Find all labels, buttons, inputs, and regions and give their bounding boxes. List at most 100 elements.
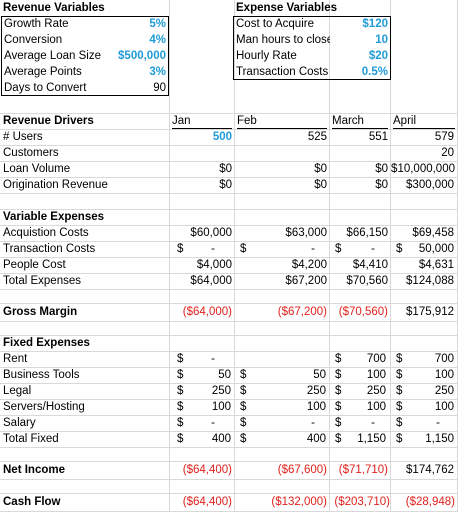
row-label-business-tools[interactable]: Business Tools [3,369,80,381]
month-header-jan[interactable]: Jan [172,113,232,129]
cell-total-expenses-feb[interactable]: $67,200 [285,275,327,287]
expense-var-value[interactable]: $20 [368,50,388,62]
cell-acquisition-costs-mar[interactable]: $66,150 [346,227,388,239]
cell-salary-mar[interactable]: - [371,417,375,429]
cell-total-fixed-jan[interactable]: 400 [211,433,231,445]
cell-servers-hosting-apr[interactable]: 100 [434,401,454,413]
cell-gross-margin-jan[interactable]: ($64,000) [182,306,232,318]
row-label-total-expenses[interactable]: Total Expenses [3,275,81,287]
gross-margin-label[interactable]: Gross Margin [3,306,78,318]
row-label-transaction-costs[interactable]: Transaction Costs [3,243,96,255]
cell-legal-apr[interactable]: 250 [434,385,454,397]
revenue-var-value[interactable]: $500,000 [118,50,166,62]
cell-users-mar[interactable]: 551 [368,131,388,143]
row-label-salary[interactable]: Salary [3,417,36,429]
cell-legal-jan[interactable]: 250 [211,385,231,397]
cell-transaction-costs-feb[interactable]: - [311,243,315,255]
cell-business-tools-feb[interactable]: 50 [313,369,326,381]
row-label-origination-revenue[interactable]: Origination Revenue [3,179,108,191]
cell-origination-revenue-mar[interactable]: $0 [375,179,388,191]
cell-transaction-costs-mar[interactable]: - [371,243,375,255]
cell-gross-margin-feb[interactable]: ($67,200) [277,306,327,318]
cell-rent-apr[interactable]: 700 [434,353,454,365]
cell-people-cost-jan[interactable]: $4,000 [196,259,232,271]
revenue-var-value[interactable]: 4% [149,34,166,46]
cell-salary-jan[interactable]: - [211,417,215,429]
row-label-acquisition-costs[interactable]: Acquistion Costs [3,227,89,239]
row-label-rent[interactable]: Rent [3,353,28,365]
row-label-servers-hosting[interactable]: Servers/Hosting [3,401,85,413]
cell-total-fixed-feb[interactable]: 400 [306,433,326,445]
expense-var-label[interactable]: Hourly Rate [236,50,297,62]
row-label-people-cost[interactable]: People Cost [3,259,66,271]
cell-people-cost-apr[interactable]: $4,631 [418,259,454,271]
cell-servers-hosting-jan[interactable]: 100 [211,401,231,413]
cell-people-cost-feb[interactable]: $4,200 [291,259,327,271]
cell-loan-volume-feb[interactable]: $0 [314,163,327,175]
cell-customers-apr[interactable]: 20 [441,147,454,159]
cell-users-jan[interactable]: 500 [212,131,232,143]
cell-total-fixed-apr[interactable]: 1,150 [425,433,454,445]
cell-net-income-apr[interactable]: $174,762 [406,464,454,476]
cell-salary-apr[interactable]: - [436,417,440,429]
row-label-legal[interactable]: Legal [3,385,32,397]
cell-origination-revenue-jan[interactable]: $0 [219,179,232,191]
cell-legal-mar[interactable]: 250 [366,385,386,397]
cell-cash-flow-mar[interactable]: ($203,710) [334,496,390,508]
cell-people-cost-mar[interactable]: $4,410 [352,259,388,271]
cash-flow-label[interactable]: Cash Flow [3,496,61,508]
cell-gross-margin-apr[interactable]: $175,912 [406,306,454,318]
cell-net-income-feb[interactable]: ($67,600) [277,464,327,476]
month-header-april[interactable]: April [393,113,455,129]
cell-total-expenses-mar[interactable]: $70,560 [346,275,388,287]
cell-total-expenses-jan[interactable]: $64,000 [190,275,232,287]
cell-rent-mar[interactable]: 700 [366,353,386,365]
cell-acquisition-costs-feb[interactable]: $63,000 [285,227,327,239]
cell-cash-flow-jan[interactable]: ($64,400) [182,496,232,508]
cell-total-fixed-mar[interactable]: 1,150 [357,433,386,445]
cell-transaction-costs-jan[interactable]: - [211,243,215,255]
revenue-var-value[interactable]: 90 [153,82,166,94]
row-label-users[interactable]: # Users [3,131,43,143]
expense-var-label[interactable]: Transaction Costs [236,66,329,78]
cell-cash-flow-apr[interactable]: ($28,948) [405,496,455,508]
cell-acquisition-costs-apr[interactable]: $69,458 [412,227,454,239]
cell-business-tools-jan[interactable]: 50 [218,369,231,381]
revenue-var-label[interactable]: Average Loan Size [4,50,101,62]
month-header-march[interactable]: March [332,113,388,129]
cell-legal-feb[interactable]: 250 [306,385,326,397]
expense-var-value[interactable]: $120 [362,18,388,30]
cell-origination-revenue-apr[interactable]: $300,000 [406,179,454,191]
expense-var-value[interactable]: 0.5% [361,66,388,78]
cell-servers-hosting-mar[interactable]: 100 [366,401,386,413]
cell-loan-volume-mar[interactable]: $0 [375,163,388,175]
cell-origination-revenue-feb[interactable]: $0 [314,179,327,191]
cell-cash-flow-feb[interactable]: ($132,000) [271,496,327,508]
cell-net-income-mar[interactable]: ($71,710) [338,464,388,476]
revenue-var-value[interactable]: 3% [149,66,166,78]
expense-var-label[interactable]: Cost to Acquire [236,18,314,30]
cell-loan-volume-jan[interactable]: $0 [219,163,232,175]
row-label-customers[interactable]: Customers [3,147,59,159]
revenue-var-label[interactable]: Days to Convert [4,82,87,94]
cell-business-tools-mar[interactable]: 100 [366,369,386,381]
cell-users-feb[interactable]: 525 [307,131,327,143]
revenue-var-label[interactable]: Conversion [4,34,63,46]
cell-transaction-costs-apr[interactable]: 50,000 [418,243,454,255]
cell-rent-jan[interactable]: - [211,353,215,365]
revenue-var-label[interactable]: Growth Rate [4,18,69,30]
cell-gross-margin-mar[interactable]: ($70,560) [338,306,388,318]
row-label-total-fixed[interactable]: Total Fixed [3,433,59,445]
revenue-var-label[interactable]: Average Points [4,66,82,78]
cell-loan-volume-apr[interactable]: $10,000,000 [391,163,455,175]
cell-net-income-jan[interactable]: ($64,400) [182,464,232,476]
row-label-loan-volume[interactable]: Loan Volume [3,163,71,175]
cell-acquisition-costs-jan[interactable]: $60,000 [190,227,232,239]
expense-var-value[interactable]: 10 [375,34,388,46]
net-income-label[interactable]: Net Income [3,464,65,476]
expense-var-label[interactable]: Man hours to close [236,34,330,46]
month-header-feb[interactable]: Feb [237,113,327,129]
cell-users-apr[interactable]: 579 [434,131,454,143]
cell-total-expenses-apr[interactable]: $124,088 [406,275,454,287]
